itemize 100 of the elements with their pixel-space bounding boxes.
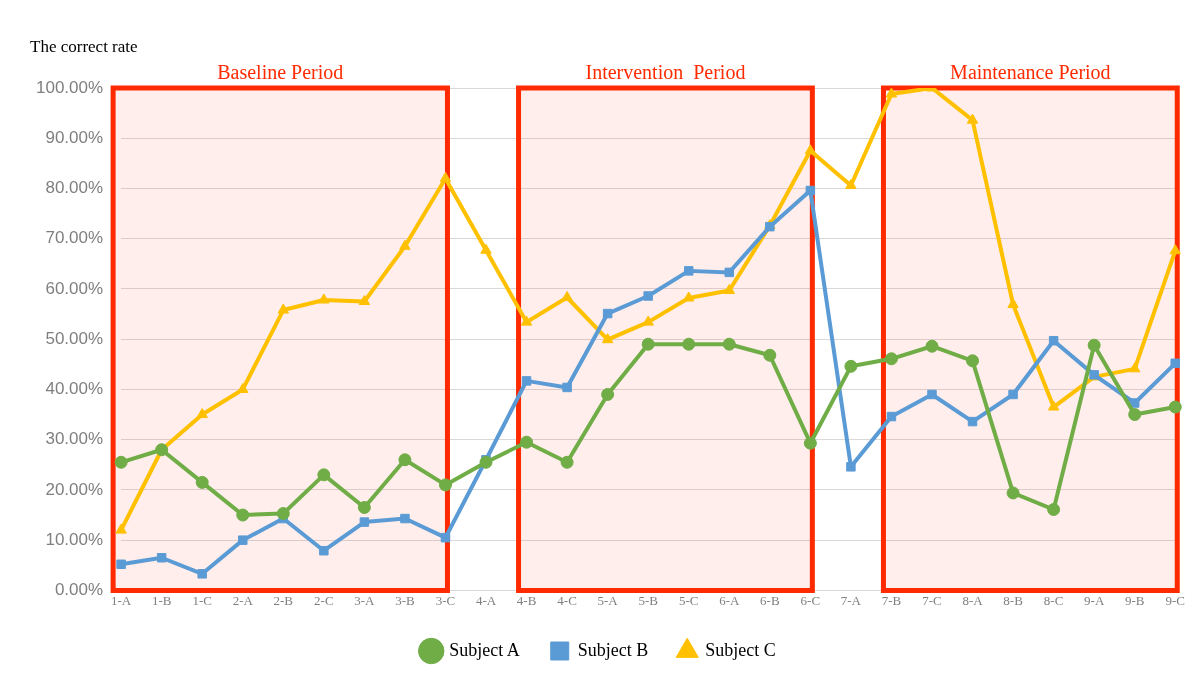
point: [1047, 503, 1061, 517]
point: [116, 559, 126, 570]
x-tick-label: 6-B: [760, 592, 780, 608]
legend-label: Subject C: [705, 639, 776, 660]
x-tick-label: 3-B: [395, 592, 415, 608]
point: [318, 293, 330, 304]
point: [846, 462, 856, 472]
point: [1006, 486, 1020, 500]
x-tick-label: 7-A: [840, 592, 862, 608]
point: [1087, 338, 1101, 352]
point: [1048, 335, 1059, 346]
point: [238, 535, 248, 545]
y-tick-label: 90.00%: [45, 127, 104, 147]
x-tick-label: 1-A: [111, 592, 132, 608]
point: [1007, 298, 1019, 309]
band-label: Maintenance Period: [950, 61, 1111, 84]
band-label: Baseline Period: [217, 61, 344, 84]
x-tick-label: 1-B: [151, 592, 172, 608]
point: [1170, 358, 1180, 369]
y-tick-label: 10.00%: [45, 529, 104, 549]
point: [520, 435, 534, 449]
x-tick-label: 4-B: [516, 592, 537, 608]
point: [319, 545, 329, 556]
y-tick-label: 40.00%: [45, 379, 104, 399]
point: [317, 468, 331, 482]
point: [358, 295, 371, 306]
x-tick-label: 8-A: [962, 592, 984, 608]
point: [722, 337, 736, 351]
x-tick-label: 4-A: [475, 592, 497, 608]
point: [886, 411, 897, 422]
point: [236, 508, 250, 522]
x-tick-label: 5-B: [638, 592, 659, 608]
x-tick-label: 9-A: [1084, 592, 1105, 608]
point: [560, 455, 574, 469]
y-tick-label: 60.00%: [45, 278, 104, 298]
x-tick-label: 6-A: [719, 592, 740, 608]
point: [1008, 389, 1018, 400]
y-tick-label: 70.00%: [45, 228, 104, 248]
point: [400, 513, 410, 524]
x-tick-label: 5-C: [678, 592, 699, 608]
point: [197, 569, 207, 579]
point: [602, 308, 613, 319]
point: [398, 453, 412, 467]
point: [845, 178, 857, 189]
point: [925, 339, 939, 353]
point: [927, 389, 937, 400]
x-tick-label: 9-C: [1165, 592, 1185, 608]
point: [156, 553, 167, 563]
x-tick-label: 4-C: [557, 592, 577, 608]
x-tick-label: 2-A: [232, 592, 254, 608]
point: [1168, 400, 1182, 414]
point: [562, 382, 572, 393]
point: [480, 243, 492, 254]
point: [966, 354, 980, 368]
x-tick-label: 7-B: [881, 592, 902, 608]
point: [724, 267, 735, 278]
point: [1047, 400, 1060, 411]
point: [643, 291, 653, 301]
x-tick-label: 8-B: [1003, 592, 1024, 608]
x-tick-label: 7-C: [922, 592, 942, 608]
x-tick-label: 2-C: [314, 592, 334, 608]
point: [683, 291, 695, 302]
point: [763, 348, 777, 362]
point: [277, 303, 289, 314]
point: [966, 113, 979, 124]
point: [601, 387, 615, 401]
point: [682, 337, 696, 351]
point: [195, 475, 209, 489]
x-tick-label: 3-A: [354, 592, 376, 608]
x-tick-label: 5-A: [597, 592, 619, 608]
point: [438, 478, 452, 492]
point: [641, 337, 655, 351]
x-tick-label: 6-C: [800, 592, 821, 608]
point: [357, 501, 371, 514]
point: [114, 455, 128, 469]
point: [967, 416, 978, 427]
point: [1169, 244, 1181, 255]
point: [237, 382, 249, 393]
point: [399, 239, 411, 250]
point: [805, 185, 816, 196]
point: [844, 359, 858, 373]
point: [885, 88, 898, 98]
band-label: Intervention Period: [585, 61, 746, 84]
point: [803, 436, 817, 450]
x-tick-label: 1-C: [192, 592, 212, 608]
point: [601, 333, 614, 344]
legend-label: Subject A: [449, 639, 520, 660]
point: [1129, 362, 1141, 373]
point: [439, 171, 452, 182]
x-tick-label: 8-C: [1043, 592, 1064, 608]
y-axis-title: The correct rate: [30, 37, 138, 57]
point: [196, 408, 208, 419]
point: [1128, 408, 1142, 422]
y-tick-label: 80.00%: [45, 178, 104, 198]
point: [804, 144, 817, 155]
point: [884, 352, 898, 366]
point: [561, 291, 573, 301]
legend-label: Subject B: [577, 639, 649, 660]
point: [520, 315, 533, 326]
x-tick-label: 2-B: [273, 592, 294, 608]
